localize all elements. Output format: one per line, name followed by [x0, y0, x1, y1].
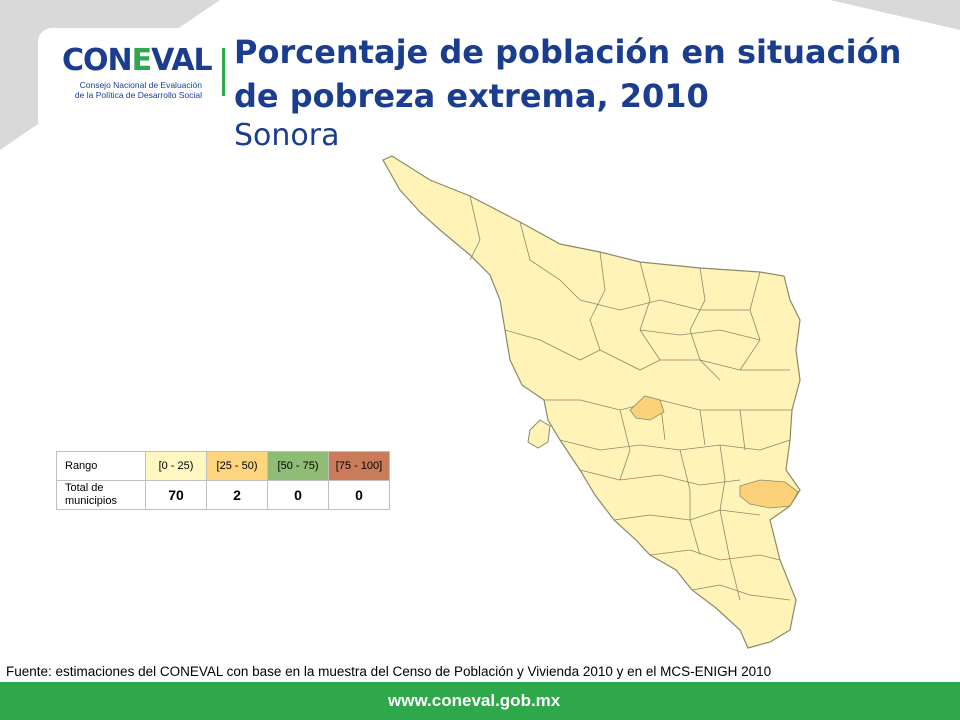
page-title: Porcentaje de población en situación de … [234, 33, 902, 115]
logo-subtitle: Consejo Nacional de Evaluación de la Pol… [62, 80, 202, 100]
logo-subtitle-line1: Consejo Nacional de Evaluación [79, 80, 202, 90]
legend-count-row: Total de municipios 70 2 0 0 [56, 480, 390, 510]
coneval-logo: CONEVAL Consejo Nacional de Evaluación d… [62, 43, 213, 101]
legend-range-row: Rango [0 - 25) [25 - 50) [50 - 75) [75 -… [56, 451, 390, 481]
legend-range-label: Rango [56, 451, 146, 481]
page-subtitle: Sonora [234, 118, 340, 153]
legend-count-label: Total de municipios [56, 480, 146, 510]
legend-range-0: [0 - 25) [145, 451, 207, 481]
logo-subtitle-line2: de la Política de Desarrollo Social [74, 90, 202, 100]
legend-range-3: [75 - 100] [328, 451, 390, 481]
legend-count-3: 0 [328, 480, 390, 510]
logo-part-a: CON [62, 43, 133, 78]
state-outline [382, 155, 801, 649]
highlighted-municipality-2 [739, 479, 799, 509]
legend-range-1: [25 - 50) [206, 451, 268, 481]
footer-url[interactable]: www.coneval.gob.mx [388, 691, 561, 710]
footer-bar: www.coneval.gob.mx [0, 682, 960, 720]
legend-range-2: [50 - 75) [267, 451, 329, 481]
source-note: Fuente: estimaciones del CONEVAL con bas… [6, 664, 772, 679]
header-card [38, 28, 928, 158]
tiburon-island [527, 419, 551, 449]
logo-wordmark: CONEVAL [62, 43, 213, 78]
highlighted-municipality-1 [629, 395, 665, 421]
logo-part-b: E [131, 43, 152, 78]
legend-table: Rango [0 - 25) [25 - 50) [50 - 75) [75 -… [56, 451, 390, 510]
legend-count-0: 70 [145, 480, 207, 510]
decorative-corner-right [830, 0, 960, 30]
legend-count-2: 0 [267, 480, 329, 510]
title-accent-bar [222, 48, 225, 96]
legend-count-1: 2 [206, 480, 268, 510]
logo-part-c: VAL [151, 43, 213, 78]
